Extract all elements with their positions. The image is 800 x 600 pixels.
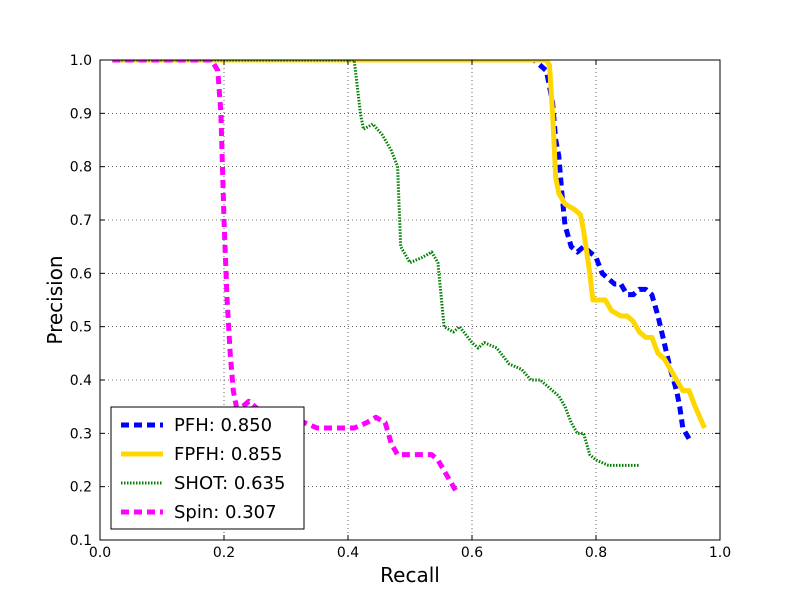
- y-tick-label: 0.4: [70, 373, 92, 389]
- y-tick-label: 0.9: [70, 106, 92, 122]
- y-tick-label: 0.7: [70, 213, 92, 229]
- x-tick-label: 0.8: [585, 545, 607, 561]
- x-tick-label: 0.2: [213, 545, 235, 561]
- tick-labels: 0.0 0.2 0.4 0.6 0.8 1.0 0.1 0.2 0.3 0.4 0.5 0.6 0.7 0…: [70, 53, 731, 561]
- x-axis-title: Recall: [380, 563, 440, 587]
- y-tick-label: 0.5: [70, 320, 92, 336]
- legend-label: PFH: 0.850: [174, 415, 272, 436]
- series-line-2: [112, 60, 640, 467]
- y-axis-title: Precision: [43, 255, 67, 344]
- y-tick-label: 0.8: [70, 160, 92, 176]
- x-tick-label: 0.0: [89, 545, 111, 561]
- legend-box: [110, 406, 305, 530]
- x-tick-label: 1.0: [709, 545, 731, 561]
- legend: PFH: 0.850 FPFH: 0.855 SHOT: 0.635 Spin: 0.…: [110, 406, 305, 530]
- series-line-3: [112, 60, 459, 494]
- series-line-1: [112, 60, 707, 429]
- y-tick-label: 0.3: [70, 426, 92, 442]
- x-tick-label: 0.4: [337, 545, 359, 561]
- ticks: [99, 59, 721, 541]
- y-tick-label: 1.0: [70, 53, 92, 69]
- x-tick-label: 0.6: [461, 545, 483, 561]
- plot-frame: [99, 59, 721, 541]
- legend-label: SHOT: 0.635: [174, 473, 285, 494]
- y-tick-label: 0.2: [70, 480, 92, 496]
- series-lines: [112, 60, 707, 494]
- y-tick-label: 0.6: [70, 266, 92, 282]
- legend-label: FPFH: 0.855: [174, 444, 282, 465]
- legend-label: Spin: 0.307: [174, 502, 277, 523]
- y-tick-label: 0.1: [70, 533, 92, 549]
- grid: [100, 60, 720, 540]
